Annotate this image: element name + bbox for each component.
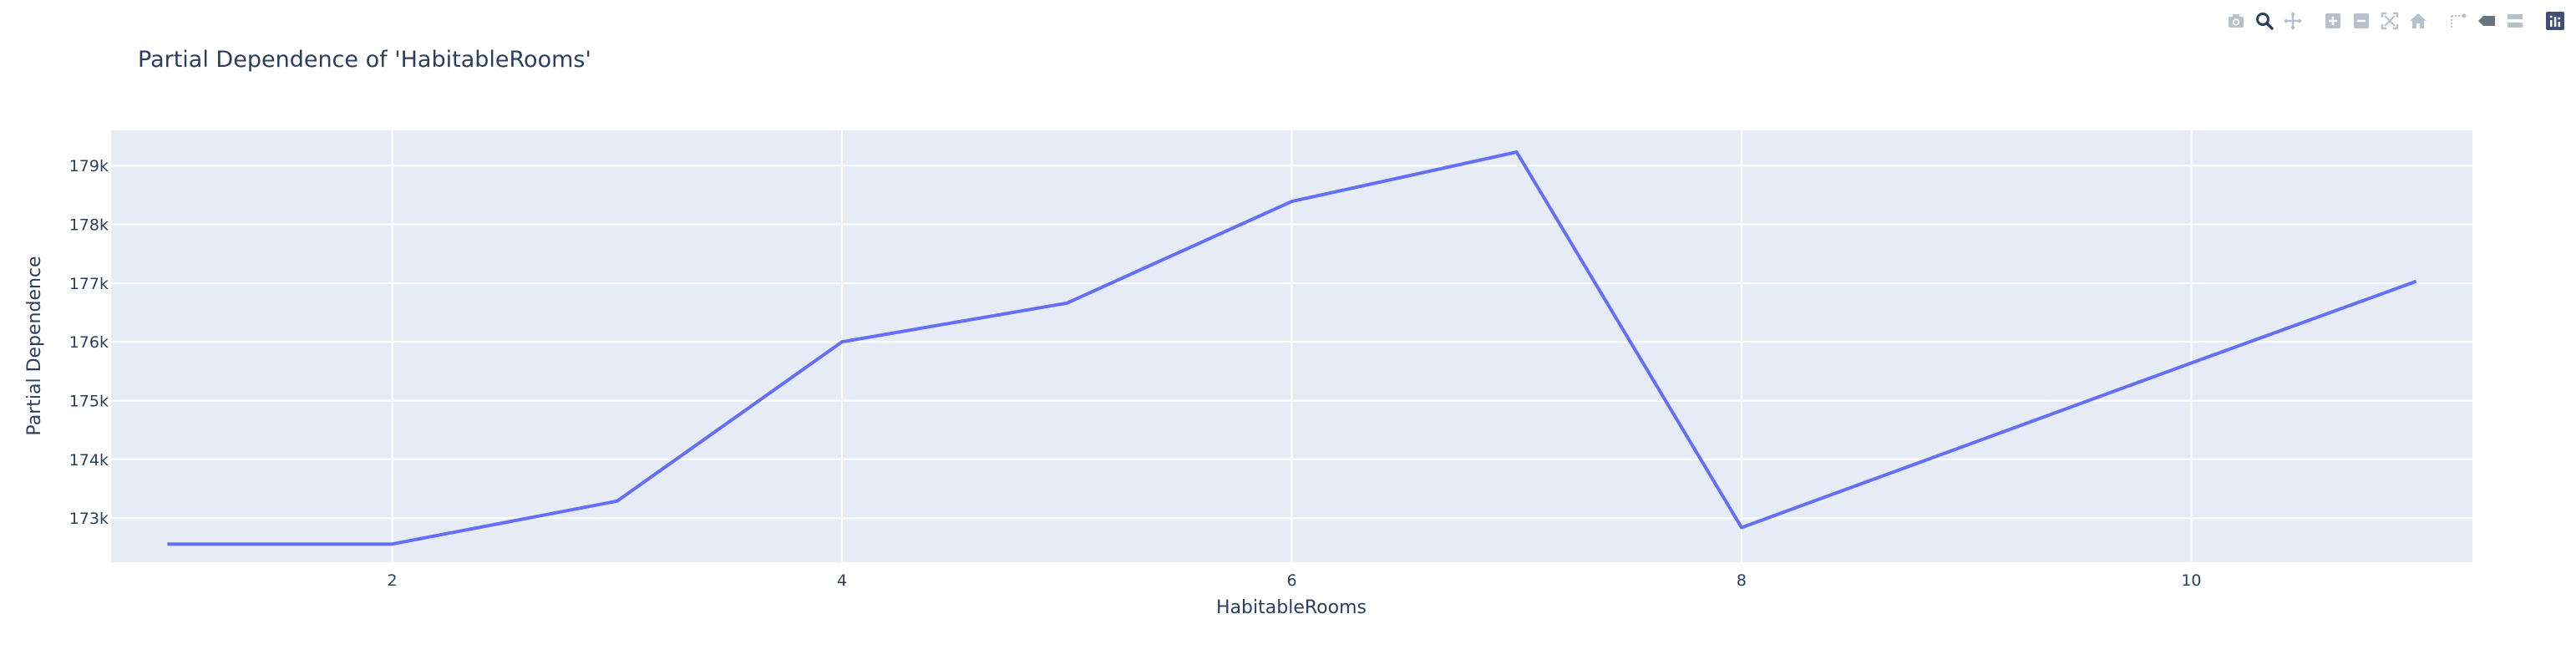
data-point[interactable] (1290, 199, 1295, 204)
data-point[interactable] (2414, 279, 2419, 284)
grid-lines (111, 130, 2472, 562)
pan-button[interactable] (2279, 8, 2307, 33)
data-point[interactable] (390, 541, 395, 546)
hover-closest-button[interactable] (2472, 8, 2501, 33)
modebar (2222, 8, 2569, 33)
data-point[interactable] (615, 499, 620, 504)
zoom-button[interactable] (2250, 8, 2279, 33)
y-tick-labels: 173k 174k 175k 176k 177k 178k 179k (69, 157, 109, 528)
camera-button[interactable] (2222, 8, 2250, 33)
x-tick-label: 2 (388, 571, 398, 590)
hover-closest-icon (2478, 16, 2495, 26)
y-tick-label: 176k (69, 333, 109, 352)
plotly-logo-button[interactable] (2541, 8, 2569, 33)
y-tick-label: 175k (69, 393, 109, 411)
spike-lines-icon (2451, 13, 2467, 28)
y-axis-title: Partial Dependence (24, 256, 45, 435)
pan-icon (2284, 12, 2302, 30)
data-point[interactable] (839, 339, 844, 344)
data-point[interactable] (2188, 361, 2193, 366)
zoom-icon (2256, 13, 2274, 30)
zoom-in-button[interactable] (2319, 8, 2347, 33)
data-point[interactable] (1964, 443, 1969, 448)
camera-icon (2229, 14, 2244, 28)
spike-lines-button[interactable] (2444, 8, 2472, 33)
zoom-in-icon (2325, 13, 2340, 28)
x-tick-label: 10 (2181, 571, 2201, 590)
hover-compare-icon (2508, 14, 2523, 28)
series-line (167, 150, 2417, 546)
hover-compare-button[interactable] (2501, 8, 2529, 33)
data-point[interactable] (165, 541, 170, 546)
y-tick-label: 177k (69, 275, 109, 293)
plotly-logo-icon (2546, 12, 2564, 30)
series-layer (165, 150, 2419, 546)
y-tick-label: 173k (69, 510, 109, 528)
zoom-out-icon (2354, 13, 2369, 28)
x-tick-label: 6 (1286, 571, 1296, 590)
y-tick-label: 174k (69, 451, 109, 470)
home-button[interactable] (2404, 8, 2432, 33)
x-tick-labels: 2 4 6 8 10 (388, 571, 2202, 590)
x-axis-title: HabitableRooms (1216, 597, 1367, 618)
autoscale-icon (2381, 12, 2399, 30)
autoscale-button[interactable] (2376, 8, 2404, 33)
x-tick-label: 8 (1737, 571, 1747, 590)
home-icon (2410, 13, 2426, 28)
y-tick-label: 178k (69, 216, 109, 235)
chart-title: Partial Dependence of 'HabitableRooms' (138, 47, 591, 73)
x-tick-label: 4 (837, 571, 847, 590)
y-tick-label: 179k (69, 157, 109, 175)
data-point[interactable] (1739, 525, 1744, 530)
data-point[interactable] (1064, 301, 1069, 306)
zoom-out-button[interactable] (2347, 8, 2376, 33)
data-point[interactable] (1514, 150, 1519, 155)
